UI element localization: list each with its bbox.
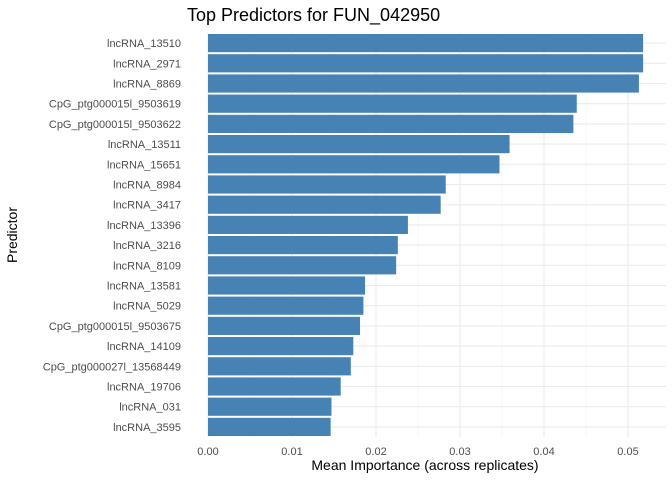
bar bbox=[208, 34, 644, 53]
bar bbox=[208, 114, 574, 133]
y-tick-label: lncRNA_3417 bbox=[113, 200, 181, 212]
bar bbox=[208, 175, 446, 194]
y-tick-label: lncRNA_3595 bbox=[113, 422, 181, 434]
x-tick-label: 0.05 bbox=[617, 446, 638, 458]
bar bbox=[208, 397, 332, 416]
bar bbox=[208, 417, 331, 436]
bar bbox=[208, 296, 364, 315]
x-tick-label: 0.02 bbox=[365, 446, 386, 458]
y-tick-label: lncRNA_19706 bbox=[107, 382, 181, 394]
chart-title: Top Predictors for FUN_042950 bbox=[187, 5, 440, 26]
y-axis-title: Predictor bbox=[4, 207, 20, 263]
y-tick-label: lncRNA_14109 bbox=[107, 341, 181, 353]
x-tick-label: 0.04 bbox=[533, 446, 554, 458]
bar bbox=[208, 337, 354, 356]
y-tick-label: CpG_ptg000015l_9503619 bbox=[49, 99, 181, 111]
y-tick-label: lncRNA_8984 bbox=[113, 180, 181, 192]
y-tick-label: CpG_ptg000015l_9503622 bbox=[49, 119, 181, 131]
x-axis-title: Mean Importance (across replicates) bbox=[311, 457, 538, 473]
y-tick-label: lncRNA_13396 bbox=[107, 220, 181, 232]
x-tick-label: 0.03 bbox=[449, 446, 470, 458]
bar bbox=[208, 276, 366, 295]
bar bbox=[208, 236, 398, 255]
y-tick-label: lncRNA_15651 bbox=[107, 159, 181, 171]
bar bbox=[208, 357, 351, 376]
y-tick-label: lncRNA_3216 bbox=[113, 240, 181, 252]
bar bbox=[208, 94, 577, 113]
y-tick-label: lncRNA_8109 bbox=[113, 260, 181, 272]
y-tick-label: lncRNA_031 bbox=[119, 402, 181, 414]
bar bbox=[208, 195, 441, 214]
bar bbox=[208, 135, 510, 154]
bar bbox=[208, 316, 361, 335]
bar bbox=[208, 54, 644, 73]
y-tick-label: lncRNA_13511 bbox=[108, 139, 181, 151]
bar bbox=[208, 215, 408, 234]
bars bbox=[208, 34, 644, 436]
bar bbox=[208, 377, 341, 396]
bar bbox=[208, 155, 500, 174]
y-tick-label: CpG_ptg000027l_13568449 bbox=[43, 361, 181, 373]
bar bbox=[208, 74, 639, 93]
y-tick-label: lncRNA_13510 bbox=[107, 38, 181, 50]
x-tick-label: 0.00 bbox=[197, 446, 218, 458]
x-tick-label: 0.01 bbox=[281, 446, 302, 458]
y-tick-label: lncRNA_2971 bbox=[113, 58, 181, 70]
y-tick-labels: lncRNA_13510 lncRNA_2971 lncRNA_8869 CpG_pt… bbox=[43, 38, 181, 434]
y-tick-label: lncRNA_5029 bbox=[113, 301, 181, 313]
y-tick-label: CpG_ptg000015l_9503675 bbox=[49, 321, 181, 333]
y-tick-label: lncRNA_8869 bbox=[113, 79, 181, 91]
x-tick-labels: 0.00 0.01 0.02 0.03 0.04 0.05 bbox=[197, 446, 638, 458]
bar bbox=[208, 256, 397, 275]
y-tick-label: lncRNA_13581 bbox=[107, 281, 181, 293]
grid bbox=[207, 33, 666, 437]
